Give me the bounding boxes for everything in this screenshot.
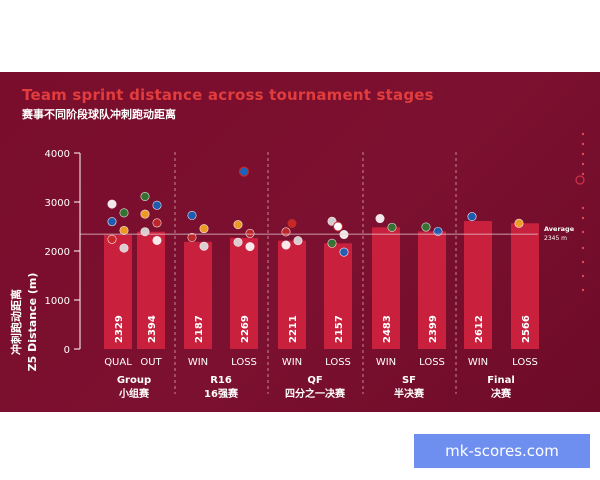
bar-value-label: 2269: [240, 315, 251, 343]
bar: [184, 241, 212, 349]
x-axis: QUAL OUT WIN LOSS WIN LOSS WIN LOSS WIN LOSS Group…: [104, 357, 538, 400]
stage-label: SF: [402, 375, 416, 386]
bar-value-label: 2394: [147, 315, 158, 343]
bar: [511, 223, 539, 349]
team-flag-icon: [293, 236, 303, 246]
stage-separators: [174, 152, 457, 394]
team-flag-icon: [152, 235, 162, 245]
team-flag-icon: [375, 214, 385, 224]
team-flag-icon: [119, 208, 129, 218]
y-tick-label: 0: [64, 345, 70, 356]
bar: [137, 231, 165, 349]
team-flag-icon: [199, 241, 209, 251]
y-axis-title-cn: 冲刺跑动距离: [9, 289, 23, 355]
team-flag-icon: [433, 226, 443, 236]
team-flag-icon: [287, 219, 297, 229]
stage-label-cn: 小组赛: [118, 387, 150, 400]
bar-value-label: 2612: [474, 315, 485, 343]
team-flag-icon: [140, 191, 150, 201]
team-flag-icon: [187, 210, 197, 220]
team-flag-icon: [107, 234, 117, 244]
y-tick-label: 3000: [45, 198, 70, 209]
stage-label-cn: 半决赛: [394, 387, 425, 400]
average-label: Average: [544, 225, 575, 233]
team-flag-icon: [281, 240, 291, 250]
team-flag-icon: [107, 199, 117, 209]
bar-value-label: 2211: [288, 315, 299, 343]
stage-label-cn: 四分之一决赛: [285, 387, 346, 400]
x-tick-label: LOSS: [231, 357, 257, 368]
team-flag-icon: [238, 166, 250, 177]
chart-panel: Team sprint distance across tournament s…: [0, 72, 600, 475]
x-tick-label: LOSS: [419, 357, 445, 368]
team-flag-icon: [152, 218, 162, 228]
team-flag-icon: [327, 238, 337, 248]
team-flag-icon: [199, 224, 209, 234]
y-tick-label: 1000: [45, 296, 70, 307]
average-value-label: 2345 m: [544, 235, 567, 242]
team-flag-icon: [233, 220, 243, 230]
team-flag-icon: [333, 221, 343, 232]
x-tick-label: WIN: [188, 357, 208, 368]
team-flag-icon: [152, 200, 162, 210]
bar: [324, 243, 352, 349]
bar: [230, 237, 258, 349]
team-flag-icon: [339, 230, 349, 240]
chart-subtitle: 赛事不同阶段球队冲刺跑动距离: [22, 108, 176, 121]
stage-label: QF: [307, 375, 322, 386]
team-flag-markers: [107, 166, 524, 257]
sprint-distance-chart: 冲刺跑动距离 Z5 Distance (m) 0 1000 2000 3000 4000…: [9, 132, 585, 400]
bar: [372, 227, 400, 349]
team-flag-icon: [514, 218, 524, 228]
team-flag-icon: [339, 247, 349, 257]
bar: [278, 240, 306, 349]
site-link-badge[interactable]: mk-scores.com: [414, 434, 590, 468]
y-axis-title-en: Z5 Distance (m): [26, 273, 39, 372]
y-tick-label: 4000: [45, 149, 70, 160]
stage-label-cn: 16强赛: [204, 387, 239, 400]
y-axis-title: 冲刺跑动距离 Z5 Distance (m): [9, 273, 39, 372]
x-tick-label: WIN: [468, 357, 488, 368]
team-flag-icon: [467, 212, 477, 222]
team-flag-icon: [119, 243, 129, 253]
x-tick-label: LOSS: [512, 357, 538, 368]
bar-value-label: 2157: [334, 315, 345, 343]
average-line-group: Average 2345 m: [80, 225, 575, 242]
bar-value-label: 2399: [428, 315, 439, 343]
team-flag-icon: [140, 209, 150, 219]
stage-label: R16: [210, 375, 232, 386]
team-flag-icon: [421, 222, 431, 232]
team-flag-icon: [140, 227, 150, 237]
x-tick-label: OUT: [140, 357, 162, 368]
team-flag-icon: [245, 228, 255, 238]
bars: 2329 2394 2187 2269 2211 2157 2483 2399 2612 2566: [104, 221, 539, 349]
x-tick-label: WIN: [376, 357, 396, 368]
x-tick-label: WIN: [282, 357, 302, 368]
stage-label-cn: 决赛: [491, 387, 512, 400]
y-axis: 0 1000 2000 3000 4000: [45, 149, 81, 356]
stage-label: Final: [487, 375, 515, 386]
team-flag-icon: [281, 227, 291, 237]
bar: [104, 234, 132, 349]
team-flag-icon: [119, 225, 129, 235]
decorative-dots: [575, 132, 585, 292]
team-flag-icon: [187, 232, 197, 242]
x-tick-label: QUAL: [104, 357, 132, 368]
bar-value-label: 2566: [521, 315, 532, 343]
bar-value-label: 2187: [194, 315, 205, 343]
team-flag-icon: [107, 217, 117, 227]
bar: [464, 221, 492, 349]
team-flag-icon: [233, 237, 243, 247]
x-tick-label: LOSS: [325, 357, 351, 368]
bar-value-label: 2483: [382, 315, 393, 343]
team-flag-icon: [387, 222, 397, 232]
team-flag-icon: [245, 242, 255, 252]
bar: [418, 231, 446, 349]
bar-value-label: 2329: [114, 315, 125, 343]
y-tick-label: 2000: [45, 247, 70, 258]
chart-title: Team sprint distance across tournament s…: [22, 86, 434, 104]
stage-label: Group: [117, 375, 151, 386]
